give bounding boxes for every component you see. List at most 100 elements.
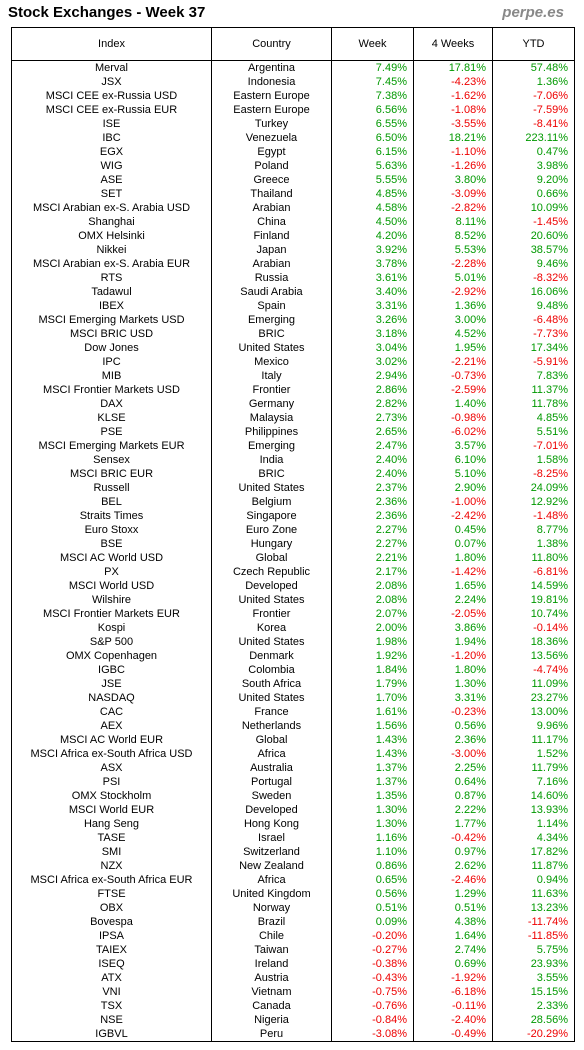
country-cell: Argentina [211,60,332,75]
index-cell: MSCI Africa ex-South Africa USD [11,747,212,761]
week-cell: 2.08% [331,579,414,593]
index-cell: BEL [11,495,212,509]
four-weeks-cell: -1.08% [413,103,493,117]
ytd-cell: -1.45% [492,215,575,229]
table-row: SET Thailand 4.85% -3.09% 0.66% [11,187,575,201]
four-weeks-cell: 1.80% [413,663,493,677]
table-row: IPSA Chile -0.20% 1.64% -11.85% [11,929,575,943]
table-row: Merval Argentina 7.49% 17.81% 57.48% [11,60,575,75]
header-week: Week [331,27,414,61]
four-weeks-cell: 4.38% [413,915,493,929]
ytd-cell: 3.98% [492,159,575,173]
table-row: MSCI Emerging Markets EUR Emerging 2.47% 3.… [11,439,575,453]
four-weeks-cell: -1.00% [413,495,493,509]
week-cell: 3.31% [331,299,414,313]
week-cell: 1.61% [331,705,414,719]
week-cell: 4.50% [331,215,414,229]
ytd-cell: 223.11% [492,131,575,145]
country-cell: United States [211,481,332,495]
ytd-cell: -6.48% [492,313,575,327]
ytd-cell: 19.81% [492,593,575,607]
country-cell: Ireland [211,957,332,971]
country-cell: Italy [211,369,332,383]
country-cell: Korea [211,621,332,635]
ytd-cell: 12.92% [492,495,575,509]
table-row: OMX Copenhagen Denmark 1.92% -1.20% 13.56% [11,649,575,663]
ytd-cell: 11.17% [492,733,575,747]
country-cell: Thailand [211,187,332,201]
index-cell: RTS [11,271,212,285]
week-cell: 2.40% [331,453,414,467]
week-cell: 1.84% [331,663,414,677]
index-cell: PSE [11,425,212,439]
ytd-cell: 13.23% [492,901,575,915]
four-weeks-cell: -2.82% [413,201,493,215]
four-weeks-cell: 17.81% [413,60,493,75]
table-row: MSCI Africa ex-South Africa USD Africa 1.4… [11,747,575,761]
ytd-cell: -7.01% [492,439,575,453]
week-cell: 2.47% [331,439,414,453]
table-row: WIG Poland 5.63% -1.26% 3.98% [11,159,575,173]
week-cell: 2.07% [331,607,414,621]
index-cell: IBEX [11,299,212,313]
index-cell: NASDAQ [11,691,212,705]
header-4-weeks: 4 Weeks [413,27,493,61]
country-cell: BRIC [211,327,332,341]
ytd-cell: 9.46% [492,257,575,271]
table-row: KLSE Malaysia 2.73% -0.98% 4.85% [11,411,575,425]
ytd-cell: 1.58% [492,453,575,467]
country-cell: Brazil [211,915,332,929]
country-cell: Austria [211,971,332,985]
week-cell: 2.37% [331,481,414,495]
table-row: EGX Egypt 6.15% -1.10% 0.47% [11,145,575,159]
four-weeks-cell: 1.77% [413,817,493,831]
week-cell: 3.40% [331,285,414,299]
country-cell: Saudi Arabia [211,285,332,299]
four-weeks-cell: -0.98% [413,411,493,425]
week-cell: -0.75% [331,985,414,999]
country-cell: Denmark [211,649,332,663]
country-cell: Chile [211,929,332,943]
ytd-cell: 13.56% [492,649,575,663]
index-cell: MSCI BRIC EUR [11,467,212,481]
country-cell: Malaysia [211,411,332,425]
week-cell: 3.61% [331,271,414,285]
table-row: MSCI World EUR Developed 1.30% 2.22% 13.93% [11,803,575,817]
index-cell: AEX [11,719,212,733]
table-row: MSCI CEE ex-Russia EUR Eastern Europe 6.56… [11,103,575,117]
index-cell: ISE [11,117,212,131]
four-weeks-cell: -1.42% [413,565,493,579]
index-cell: KLSE [11,411,212,425]
four-weeks-cell: 0.64% [413,775,493,789]
four-weeks-cell: -1.20% [413,649,493,663]
ytd-cell: 10.74% [492,607,575,621]
index-cell: JSX [11,75,212,89]
country-cell: Indonesia [211,75,332,89]
ytd-cell: 11.80% [492,551,575,565]
week-cell: 6.56% [331,103,414,117]
index-cell: ATX [11,971,212,985]
table-row: MSCI CEE ex-Russia USD Eastern Europe 7.38… [11,89,575,103]
table-row: IBC Venezuela 6.50% 18.21% 223.11% [11,131,575,145]
four-weeks-cell: 2.25% [413,761,493,775]
table-row: TASE Israel 1.16% -0.42% 4.34% [11,831,575,845]
index-cell: WIG [11,159,212,173]
header-index: Index [11,27,212,61]
four-weeks-cell: 2.22% [413,803,493,817]
index-cell: Shanghai [11,215,212,229]
week-cell: 2.65% [331,425,414,439]
country-cell: Spain [211,299,332,313]
week-cell: 1.30% [331,817,414,831]
table-row: ISE Turkey 6.55% -3.55% -8.41% [11,117,575,131]
index-cell: OBX [11,901,212,915]
ytd-cell: 7.16% [492,775,575,789]
ytd-cell: -8.41% [492,117,575,131]
table-row: MSCI Arabian ex-S. Arabia EUR Arabian 3.78… [11,257,575,271]
week-cell: 2.86% [331,383,414,397]
header-country: Country [211,27,332,61]
ytd-cell: 7.83% [492,369,575,383]
table-row: IGBVL Peru -3.08% -0.49% -20.29% [11,1027,575,1042]
country-cell: Hungary [211,537,332,551]
four-weeks-cell: 1.64% [413,929,493,943]
ytd-cell: 13.00% [492,705,575,719]
